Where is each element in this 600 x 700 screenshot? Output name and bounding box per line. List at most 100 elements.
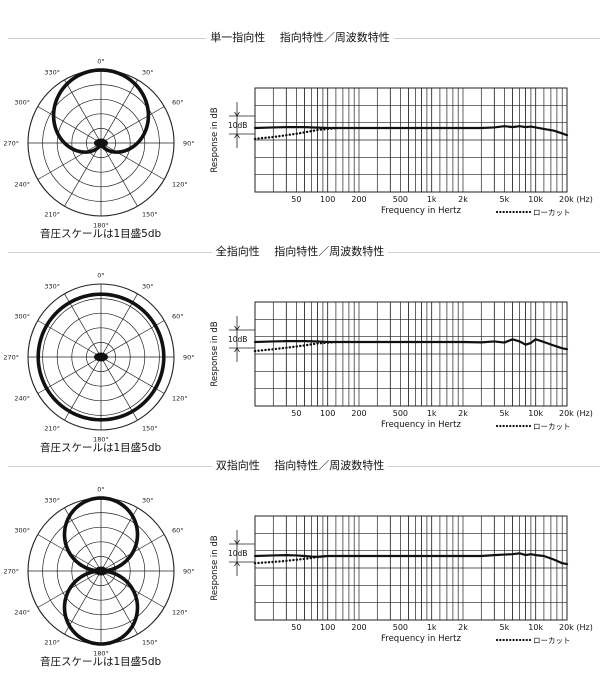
response-scale-label: 10dB bbox=[228, 121, 247, 130]
polar-pattern-line bbox=[62, 496, 140, 646]
response-lowcut-line bbox=[253, 126, 338, 140]
polar-angle-label: 270° bbox=[3, 568, 19, 576]
chart-group: 0° 30° 60° 90° 120° 150° 180° 210° 240° 270° 300° 3… bbox=[3, 58, 593, 230]
polar-angle-label: 330° bbox=[44, 69, 60, 77]
response-tick-label: 20k (Hz) bbox=[559, 409, 593, 418]
polar-angle-label: 240° bbox=[14, 609, 30, 617]
response-tick-label: 100 bbox=[320, 409, 335, 418]
response-tick-label: 200 bbox=[351, 195, 366, 204]
polar-angle-label: 120° bbox=[172, 609, 188, 617]
response-xlabel: Frequency in Hertz bbox=[381, 420, 462, 430]
polar-angle-label: 60° bbox=[172, 313, 184, 321]
polar-plot: 0° 30° 60° 90° 120° 150° 180° 210° 240° 270° 300° 3… bbox=[3, 272, 194, 444]
response-tick-label: 500 bbox=[393, 195, 408, 204]
polar-pattern-line bbox=[36, 292, 166, 422]
section-figure8: 双指向性 指向特性／周波数特性 0° 30° 60° 90° 120° 150° 180° 2… bbox=[0, 458, 600, 690]
response-lowcut-line bbox=[253, 554, 329, 565]
scale-bracket-arrow bbox=[234, 133, 240, 139]
response-xlabel: Frequency in Hertz bbox=[381, 634, 462, 644]
polar-spoke bbox=[100, 356, 138, 421]
polar-center-dot bbox=[94, 352, 108, 362]
polar-angle-label: 180° bbox=[93, 650, 109, 658]
response-tick-label: 10k bbox=[528, 623, 543, 632]
response-tick-label: 5k bbox=[500, 195, 510, 204]
polar-angle-label: 150° bbox=[142, 425, 158, 433]
polar-angle-label: 240° bbox=[14, 395, 30, 403]
response-tick-label: 200 bbox=[351, 409, 366, 418]
response-tick-label: 10k bbox=[528, 409, 543, 418]
polar-angle-label: 150° bbox=[142, 211, 158, 219]
section-title-text: 全指向性 指向特性／周波数特性 bbox=[211, 245, 389, 258]
response-tick-label: 5k bbox=[500, 409, 510, 418]
polar-angle-label: 60° bbox=[172, 527, 184, 535]
section-title: 双指向性 指向特性／周波数特性 bbox=[0, 458, 600, 474]
section-cardioid: 単一指向性 指向特性／周波数特性 0° 30° 60° 90° 120° 150° 180°… bbox=[0, 30, 600, 262]
scale-bracket-arrow bbox=[234, 539, 240, 545]
polar-angle-label: 240° bbox=[14, 181, 30, 189]
response-tick-label: 5k bbox=[500, 623, 510, 632]
response-lowcut-line bbox=[253, 340, 338, 353]
response-xlabel: Frequency in Hertz bbox=[381, 206, 462, 216]
response-plot: 50 100 200 500 1k 2k 5k 10k 20k (Hz) Frequency in… bbox=[210, 301, 593, 431]
response-plot: 50 100 200 500 1k 2k 5k 10k 20k (Hz) Frequency in… bbox=[210, 87, 593, 217]
polar-spoke bbox=[64, 507, 102, 572]
section-title: 単一指向性 指向特性／周波数特性 bbox=[0, 30, 600, 46]
polar-plot: 0° 30° 60° 90° 120° 150° 180° 210° 240° 270° 300° 3… bbox=[3, 58, 194, 230]
polar-spoke bbox=[100, 570, 138, 635]
response-tick-label: 50 bbox=[291, 409, 301, 418]
polar-spoke bbox=[64, 142, 102, 207]
response-tick-label: 20k (Hz) bbox=[559, 623, 593, 632]
scale-bracket-arrow bbox=[234, 111, 240, 117]
scale-bracket-arrow bbox=[234, 561, 240, 567]
response-plot: 50 100 200 500 1k 2k 5k 10k 20k (Hz) Frequency in… bbox=[210, 515, 593, 645]
polar-spoke bbox=[37, 356, 102, 394]
response-tick-label: 2k bbox=[458, 623, 468, 632]
polar-angle-label: 30° bbox=[142, 283, 154, 291]
polar-spoke bbox=[100, 507, 138, 572]
polar-angle-label: 90° bbox=[183, 354, 195, 362]
response-tick-label: 100 bbox=[320, 195, 335, 204]
polar-spoke bbox=[64, 356, 102, 421]
polar-angle-label: 120° bbox=[172, 181, 188, 189]
polar-angle-label: 300° bbox=[14, 99, 30, 107]
polar-angle-label: 210° bbox=[44, 639, 60, 647]
polar-caption: 音圧スケールは1目盛5db bbox=[40, 442, 162, 454]
legend-label: ローカット bbox=[533, 208, 571, 217]
polar-angle-label: 90° bbox=[183, 140, 195, 148]
section-title-text: 単一指向性 指向特性／周波数特性 bbox=[206, 31, 394, 44]
polar-spoke bbox=[37, 106, 102, 144]
chart-group: 0° 30° 60° 90° 120° 150° 180° 210° 240° 270° 300° 3… bbox=[3, 486, 593, 658]
response-main-line bbox=[253, 552, 569, 566]
section-omni: 全指向性 指向特性／周波数特性 0° 30° 60° 90° 120° 150° 180° 2… bbox=[0, 244, 600, 476]
response-tick-label: 500 bbox=[393, 623, 408, 632]
response-tick-label: 20k (Hz) bbox=[559, 195, 593, 204]
response-tick-label: 2k bbox=[458, 409, 468, 418]
response-tick-label: 100 bbox=[320, 623, 335, 632]
response-main-line bbox=[253, 338, 569, 351]
polar-spoke bbox=[100, 106, 165, 144]
polar-spoke bbox=[100, 293, 138, 358]
response-ylabel: Response in dB bbox=[210, 107, 220, 172]
scale-bracket-arrow bbox=[234, 325, 240, 331]
response-tick-label: 1k bbox=[427, 623, 437, 632]
response-tick-label: 50 bbox=[291, 623, 301, 632]
polar-angle-label: 0° bbox=[97, 272, 104, 280]
polar-spoke bbox=[100, 142, 138, 207]
polar-angle-label: 300° bbox=[14, 313, 30, 321]
polar-angle-label: 90° bbox=[183, 568, 195, 576]
polar-spoke bbox=[64, 570, 102, 635]
polar-spoke bbox=[100, 320, 165, 358]
polar-center-dot bbox=[94, 566, 108, 576]
polar-angle-label: 30° bbox=[142, 497, 154, 505]
legend-label: ローカット bbox=[533, 636, 571, 645]
polar-angle-label: 150° bbox=[142, 639, 158, 647]
polar-angle-label: 60° bbox=[172, 99, 184, 107]
response-main-line bbox=[253, 125, 569, 137]
polar-angle-label: 120° bbox=[172, 395, 188, 403]
polar-angle-label: 210° bbox=[44, 211, 60, 219]
polar-angle-label: 330° bbox=[44, 283, 60, 291]
response-tick-label: 1k bbox=[427, 195, 437, 204]
response-tick-label: 2k bbox=[458, 195, 468, 204]
polar-angle-label: 330° bbox=[44, 497, 60, 505]
polar-spoke bbox=[100, 142, 165, 180]
